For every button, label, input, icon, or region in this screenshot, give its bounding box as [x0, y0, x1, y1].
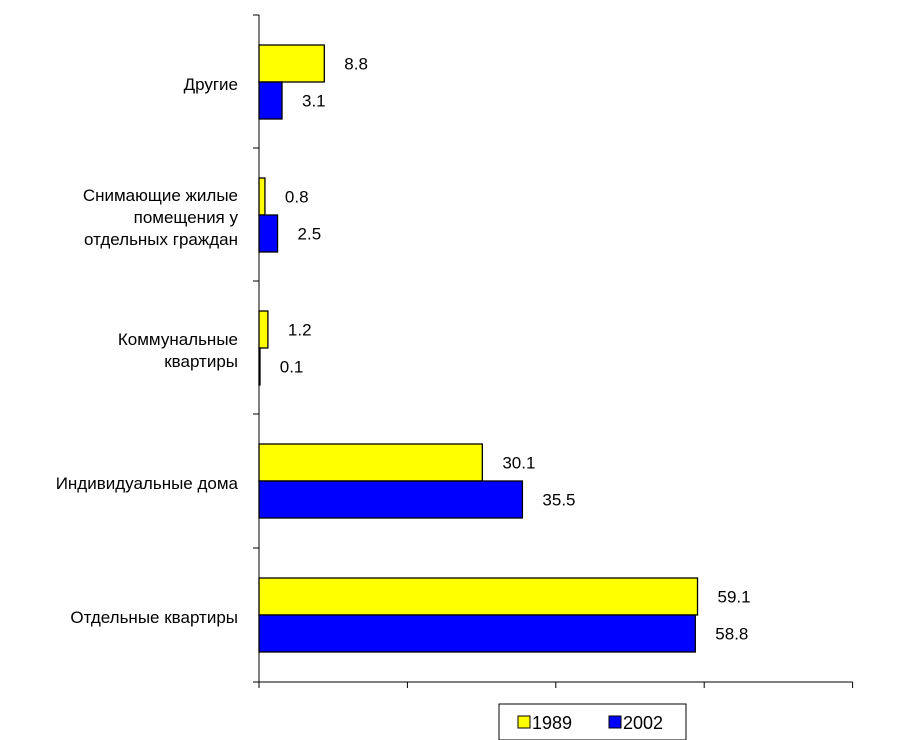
value-label-2002-3: 35.5	[542, 491, 575, 510]
legend: 1989 2002	[498, 703, 687, 740]
value-label-2002-1: 2.5	[298, 225, 322, 244]
legend-label-1989: 1989	[532, 713, 572, 733]
category-label: Индивидуальные дома	[56, 474, 239, 493]
bars	[258, 44, 699, 653]
category-label: Другие	[184, 75, 238, 94]
category-label: Снимающие жилые	[83, 186, 238, 205]
category-label: квартиры	[164, 352, 238, 371]
bar-1989-4	[258, 577, 699, 616]
bar-2002-2	[258, 347, 261, 386]
legend-swatch-2002	[608, 715, 622, 729]
legend-label-2002: 2002	[623, 713, 663, 733]
legend-swatch-1989	[517, 715, 531, 729]
value-label-2002-4: 58.8	[715, 625, 748, 644]
bar-1989-3	[258, 443, 483, 482]
bar-2002-4	[258, 614, 696, 653]
bar-2002-1	[258, 214, 279, 253]
bar-1989-2	[258, 310, 269, 349]
value-label-1989-4: 59.1	[718, 588, 751, 607]
category-label: отдельных граждан	[84, 230, 238, 249]
value-label-1989-1: 0.8	[285, 188, 309, 207]
value-label-2002-2: 0.1	[280, 358, 304, 377]
value-label-1989-0: 8.8	[344, 55, 368, 74]
bar-1989-1	[258, 177, 266, 216]
value-label-2002-0: 3.1	[302, 92, 326, 111]
category-label: Отдельные квартиры	[70, 608, 238, 627]
value-labels: 8.8 0.8 1.2 30.1 59.1 3.1 2.5 0.1 35.5 58.8	[280, 55, 751, 644]
bar-1989-0	[258, 44, 325, 83]
category-label: Коммунальные	[118, 330, 238, 349]
bar-2002-3	[258, 480, 524, 519]
category-label: помещения у	[134, 208, 239, 227]
bar-2002-0	[258, 81, 283, 120]
value-label-1989-3: 30.1	[502, 454, 535, 473]
category-labels: Другие Снимающие жилые помещения у отдельны…	[56, 75, 239, 627]
value-label-1989-2: 1.2	[288, 321, 312, 340]
